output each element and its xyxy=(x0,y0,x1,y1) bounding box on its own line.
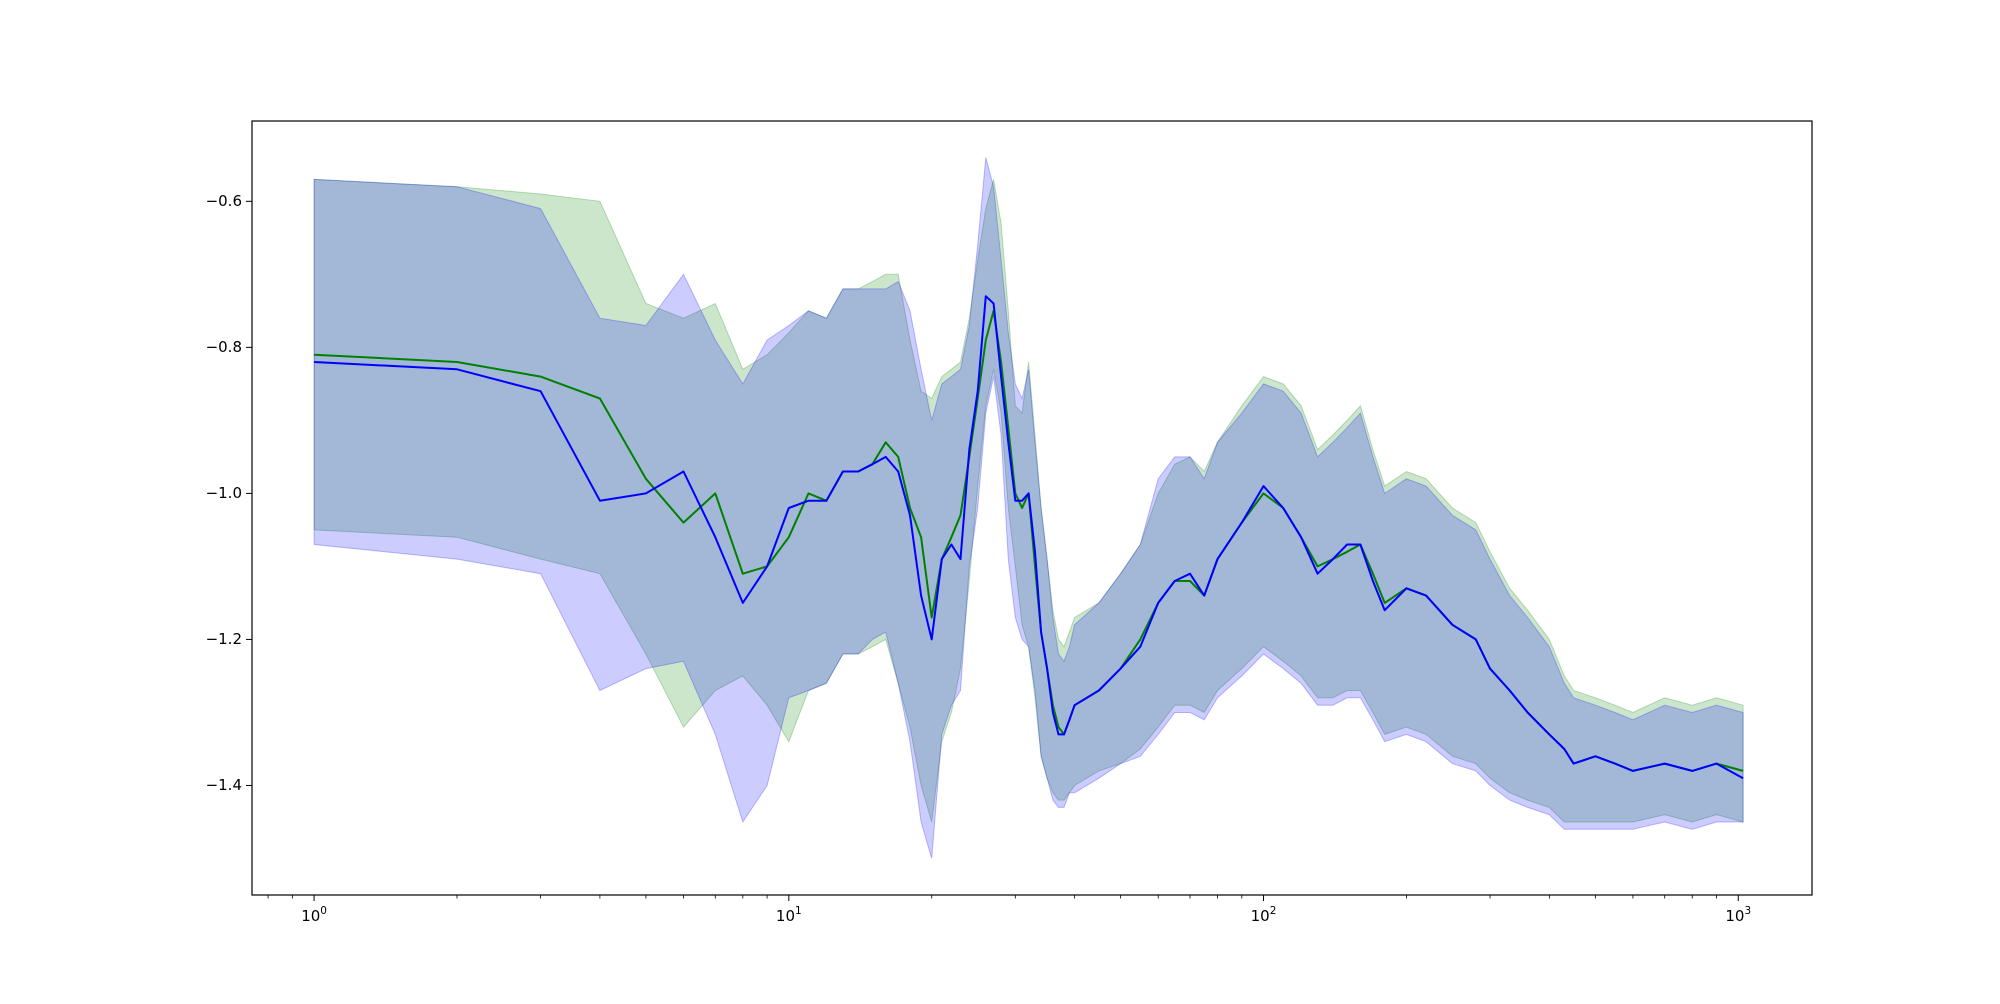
x-tick-label-2: 102 xyxy=(1251,905,1277,925)
y-tick-label-4: −1.4 xyxy=(206,776,242,794)
x-tick-base-2: 10 xyxy=(1251,907,1270,925)
x-tick-exponent-2: 2 xyxy=(1270,905,1277,917)
x-tick-label-3: 103 xyxy=(1725,905,1751,925)
y-tick-label-1: −0.8 xyxy=(206,338,242,356)
x-tick-label-1: 101 xyxy=(776,905,802,925)
x-tick-base-3: 10 xyxy=(1725,907,1744,925)
bands-layer xyxy=(313,157,1744,859)
x-tick-base-1: 10 xyxy=(776,907,795,925)
x-tick-label-0: 100 xyxy=(301,905,327,925)
y-tick-label-3: −1.2 xyxy=(206,630,242,648)
series-1-band xyxy=(313,157,1744,859)
series-1-line xyxy=(314,295,1744,780)
lines-layer xyxy=(314,295,1744,780)
x-tick-exponent-1: 1 xyxy=(795,905,802,917)
y-tick-label-0: −0.6 xyxy=(206,192,242,210)
x-tick-base-0: 10 xyxy=(301,907,320,925)
x-tick-exponent-3: 3 xyxy=(1744,905,1751,917)
x-tick-exponent-0: 0 xyxy=(320,905,327,917)
plot-frame xyxy=(251,120,1813,896)
y-tick-label-2: −1.0 xyxy=(206,484,242,502)
